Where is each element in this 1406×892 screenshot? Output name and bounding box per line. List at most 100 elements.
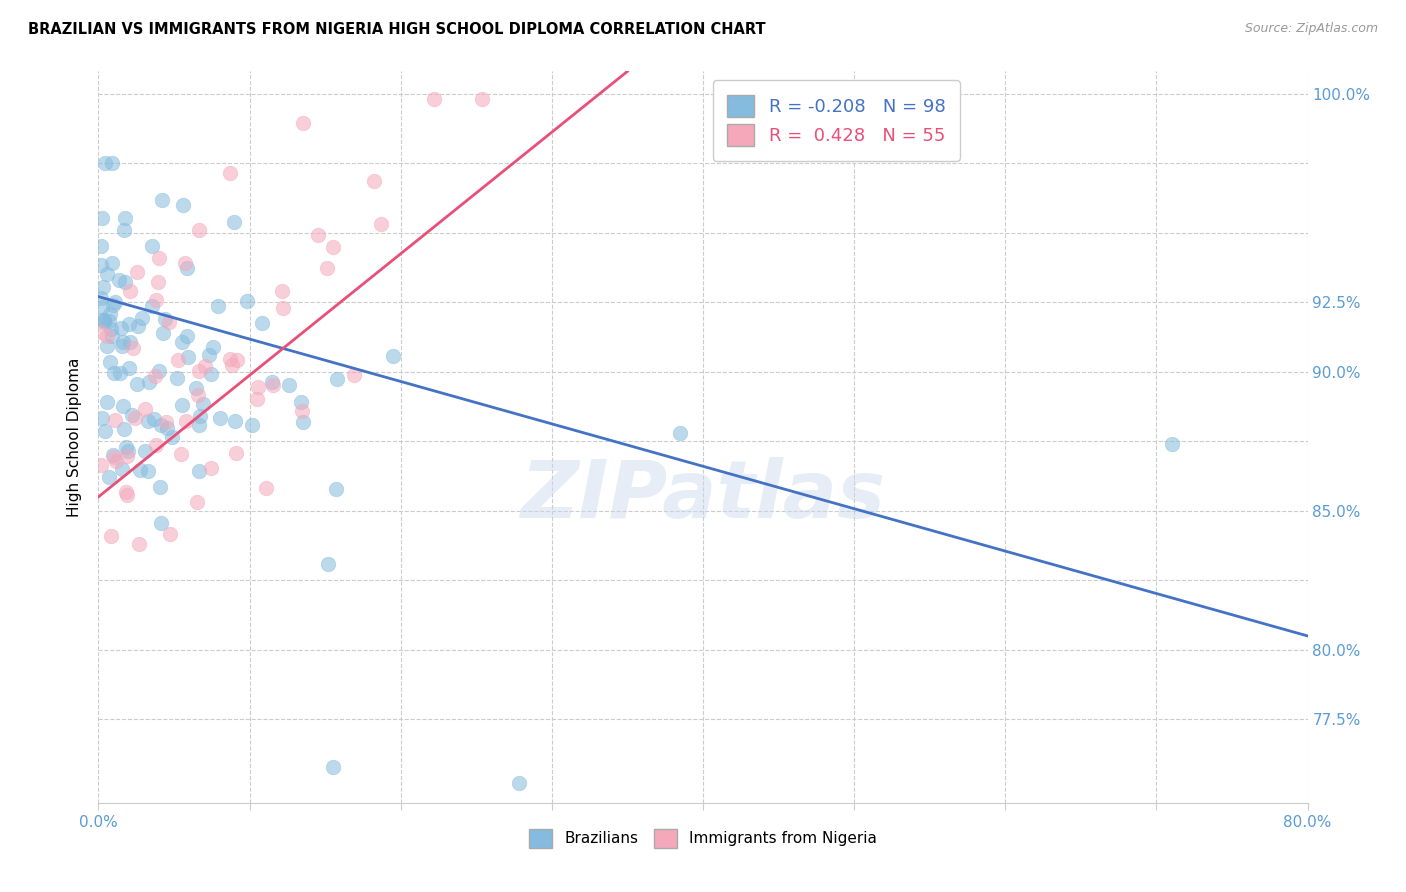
Point: [343, 368, 366, 382]
Point: [124, 411, 146, 425]
Point: [174, 413, 197, 427]
Point: [363, 174, 385, 188]
Point: [112, 223, 135, 237]
Point: [141, 299, 163, 313]
Point: [98, 307, 121, 321]
Point: [100, 529, 122, 543]
Point: [148, 251, 170, 265]
Point: [149, 417, 172, 432]
Point: [108, 366, 131, 380]
Point: [176, 329, 198, 343]
Point: [207, 299, 229, 313]
Point: [96, 395, 118, 409]
Point: [222, 215, 245, 229]
Point: [90, 458, 112, 472]
Point: [93, 315, 115, 329]
Text: BRAZILIAN VS IMMIGRANTS FROM NIGERIA HIGH SCHOOL DIPLOMA CORRELATION CHART: BRAZILIAN VS IMMIGRANTS FROM NIGERIA HIG…: [28, 22, 766, 37]
Point: [96, 338, 118, 352]
Point: [291, 404, 314, 418]
Point: [120, 334, 142, 349]
Point: [107, 273, 129, 287]
Point: [118, 361, 141, 376]
Point: [90, 326, 112, 340]
Point: [149, 480, 172, 494]
Point: [90, 410, 112, 425]
Point: [103, 450, 125, 464]
Y-axis label: High School Diploma: High School Diploma: [67, 358, 83, 516]
Point: [262, 378, 284, 392]
Point: [423, 92, 446, 106]
Text: ZIPatlas: ZIPatlas: [520, 457, 886, 534]
Point: [121, 341, 143, 355]
Point: [93, 424, 115, 438]
Point: [91, 279, 114, 293]
Point: [143, 411, 166, 425]
Point: [112, 422, 135, 436]
Point: [96, 329, 118, 343]
Point: [166, 371, 188, 385]
Point: [91, 211, 114, 226]
Point: [110, 320, 132, 334]
Point: [150, 194, 173, 208]
Point: [149, 516, 172, 531]
Point: [97, 470, 120, 484]
Point: [170, 335, 193, 350]
Point: [471, 92, 494, 106]
Point: [101, 256, 124, 270]
Point: [176, 261, 198, 276]
Point: [90, 258, 112, 272]
Point: [138, 375, 160, 389]
Point: [112, 335, 135, 350]
Point: [370, 217, 392, 231]
Point: [200, 367, 222, 381]
Point: [197, 348, 219, 362]
Point: [271, 284, 294, 298]
Point: [146, 275, 169, 289]
Point: [90, 291, 112, 305]
Point: [188, 464, 211, 478]
Point: [208, 411, 231, 425]
Point: [316, 261, 339, 276]
Point: [669, 425, 692, 440]
Point: [114, 211, 136, 226]
Point: [187, 388, 209, 402]
Text: Source: ZipAtlas.com: Source: ZipAtlas.com: [1244, 22, 1378, 36]
Point: [188, 364, 211, 378]
Point: [127, 319, 149, 334]
Point: [225, 445, 247, 459]
Point: [202, 340, 225, 354]
Point: [307, 227, 329, 242]
Point: [322, 240, 344, 254]
Point: [236, 293, 259, 308]
Point: [97, 314, 120, 328]
Point: [112, 399, 135, 413]
Point: [94, 156, 117, 170]
Point: [125, 265, 148, 279]
Point: [98, 355, 121, 369]
Point: [254, 481, 277, 495]
Point: [114, 485, 136, 500]
Point: [141, 239, 163, 253]
Point: [508, 776, 530, 790]
Point: [145, 293, 167, 308]
Point: [200, 461, 222, 475]
Point: [1160, 437, 1182, 451]
Point: [292, 115, 315, 129]
Point: [325, 371, 347, 385]
Point: [134, 443, 156, 458]
Point: [117, 317, 139, 331]
Point: [134, 402, 156, 417]
Point: [100, 322, 122, 336]
Point: [188, 409, 211, 423]
Point: [131, 310, 153, 325]
Point: [121, 408, 143, 422]
Point: [101, 329, 124, 343]
Point: [382, 350, 405, 364]
Point: [101, 156, 124, 170]
Point: [104, 295, 127, 310]
Point: [128, 463, 150, 477]
Point: [162, 429, 184, 443]
Point: [191, 397, 214, 411]
Point: [188, 223, 211, 237]
Point: [156, 421, 179, 435]
